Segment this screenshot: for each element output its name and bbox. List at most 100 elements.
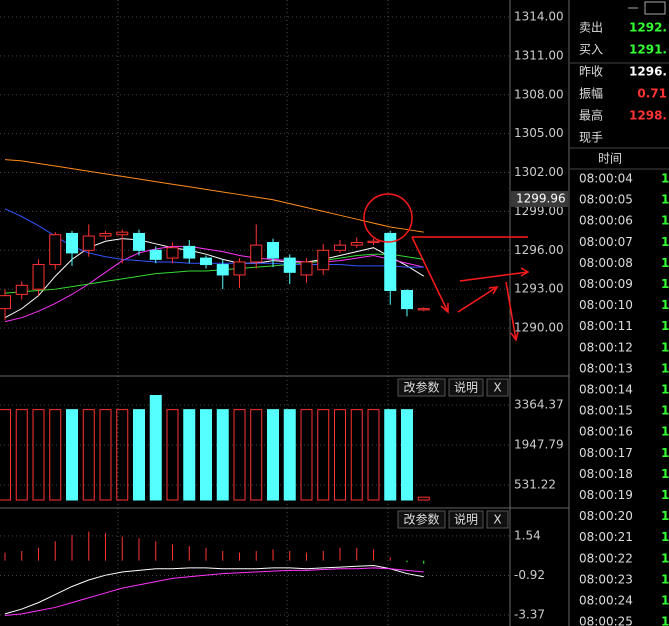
volume-bar — [149, 395, 162, 501]
tick-price: 1 — [661, 404, 669, 418]
volume-bar — [384, 409, 397, 501]
volume-bar — [283, 409, 296, 501]
tick-price: 1 — [661, 361, 669, 375]
panel-button[interactable] — [448, 378, 484, 397]
panel-button-label[interactable]: 改参数 — [403, 380, 439, 395]
volume-bar — [317, 409, 330, 501]
y-tick-label: 1290.00 — [514, 321, 564, 335]
quote-label: 卖出 — [579, 21, 603, 35]
quote-label: 昨收 — [579, 65, 603, 79]
indicator-line — [4, 159, 424, 233]
candle-body — [267, 242, 279, 259]
y-tick-label: 1305.00 — [514, 126, 564, 140]
volume-bar — [417, 496, 430, 501]
panel-button-label[interactable]: 说明 — [454, 380, 478, 395]
volume-bar — [49, 409, 62, 501]
tick-price: 1 — [661, 340, 669, 354]
panel-button[interactable] — [486, 378, 509, 397]
candle-body — [401, 289, 413, 310]
volume-bar — [267, 409, 279, 501]
tick-time: 08:00:05 — [579, 193, 633, 207]
y-tick-label: 1296.00 — [514, 243, 564, 257]
window-button[interactable] — [644, 1, 666, 15]
volume-bar — [300, 409, 313, 501]
candle-body — [183, 245, 196, 259]
tick-price: 1 — [661, 467, 669, 481]
panel-button[interactable] — [486, 510, 509, 529]
quote-label: 最高 — [579, 108, 603, 123]
candle-body — [99, 232, 112, 237]
tick-time: 08:00:06 — [579, 214, 633, 228]
tick-time: 08:00:20 — [579, 509, 633, 523]
tick-time: 08:00:18 — [579, 467, 633, 481]
candle-body — [334, 244, 346, 251]
candle-body — [384, 232, 397, 291]
tick-price: 1 — [661, 383, 669, 397]
y-tick-label: -0.92 — [514, 568, 545, 582]
panel-button[interactable] — [397, 378, 446, 397]
tick-time: 08:00:04 — [579, 172, 633, 186]
panel-button-label[interactable]: 说明 — [454, 512, 478, 527]
quote-value: 1296. — [629, 65, 667, 79]
volume-bar — [99, 409, 112, 501]
volume-bar — [183, 409, 196, 501]
volume-bar — [66, 409, 78, 501]
y-tick-label: 1314.00 — [514, 9, 564, 23]
tick-price: 1 — [661, 277, 669, 291]
candle-body — [0, 295, 11, 310]
volume-bar — [334, 409, 346, 501]
volume-bar — [15, 409, 28, 501]
volume-bar — [0, 409, 11, 501]
tick-price: 1 — [661, 425, 669, 439]
volume-bar — [166, 409, 179, 501]
plot: 1314.00 1311.00 1308.00 1305.00 1302.00 1299.… — [0, 9, 568, 622]
volume-bar — [200, 409, 212, 501]
volume-bar — [32, 409, 45, 501]
tick-time: 08:00:10 — [579, 298, 633, 312]
candle-body — [66, 232, 78, 254]
tick-time: 08:00:21 — [579, 530, 633, 544]
y-tick-label: 1947.79 — [514, 437, 564, 451]
candle-body — [300, 261, 313, 276]
candle-body — [233, 261, 246, 276]
volume-bar — [216, 409, 229, 501]
volume-bar — [133, 409, 145, 501]
tick-time: 08:00:07 — [579, 235, 633, 249]
tick-time: 08:00:14 — [579, 383, 633, 397]
volume-bar — [250, 409, 263, 501]
tick-time: 08:00:17 — [579, 446, 633, 460]
candle-body — [417, 308, 430, 311]
candle-body — [116, 231, 129, 236]
quote-label: 买入 — [579, 43, 603, 57]
y-tick-label: 1293.00 — [514, 282, 564, 296]
tick-time: 08:00:19 — [579, 488, 633, 502]
panel-button-label[interactable]: 改参数 — [403, 512, 439, 527]
panel-button-label[interactable]: X — [493, 381, 501, 395]
tick-time: 08:00:25 — [579, 615, 633, 626]
quote-value: 1292. — [629, 21, 667, 35]
panel-button[interactable] — [448, 510, 484, 529]
panel-button-label[interactable]: X — [493, 513, 501, 527]
indicator-line — [4, 238, 425, 319]
tick-price: 1 — [661, 572, 669, 586]
y-tick-label: 1302.00 — [514, 165, 564, 179]
y-tick-label: 1299.00 — [514, 204, 564, 218]
candle-body — [149, 249, 162, 260]
candle-body — [350, 242, 363, 246]
quote-value: 1298. — [629, 109, 667, 123]
tick-price: 1 — [661, 193, 669, 207]
tick-price: 1 — [661, 256, 669, 270]
candle-body — [15, 284, 28, 295]
tick-price: 1 — [661, 551, 669, 565]
tick-price: 1 — [661, 319, 669, 333]
y-tick-label: 1311.00 — [514, 48, 564, 62]
panel-button[interactable] — [397, 510, 446, 529]
tick-price: 1 — [661, 235, 669, 249]
tick-price: 1 — [661, 594, 669, 608]
volume-bar — [367, 409, 380, 501]
candle-body — [283, 257, 296, 273]
tick-time: 08:00:16 — [579, 425, 633, 439]
